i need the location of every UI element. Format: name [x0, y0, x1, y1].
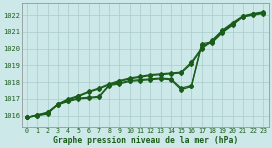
X-axis label: Graphe pression niveau de la mer (hPa): Graphe pression niveau de la mer (hPa): [52, 136, 238, 145]
